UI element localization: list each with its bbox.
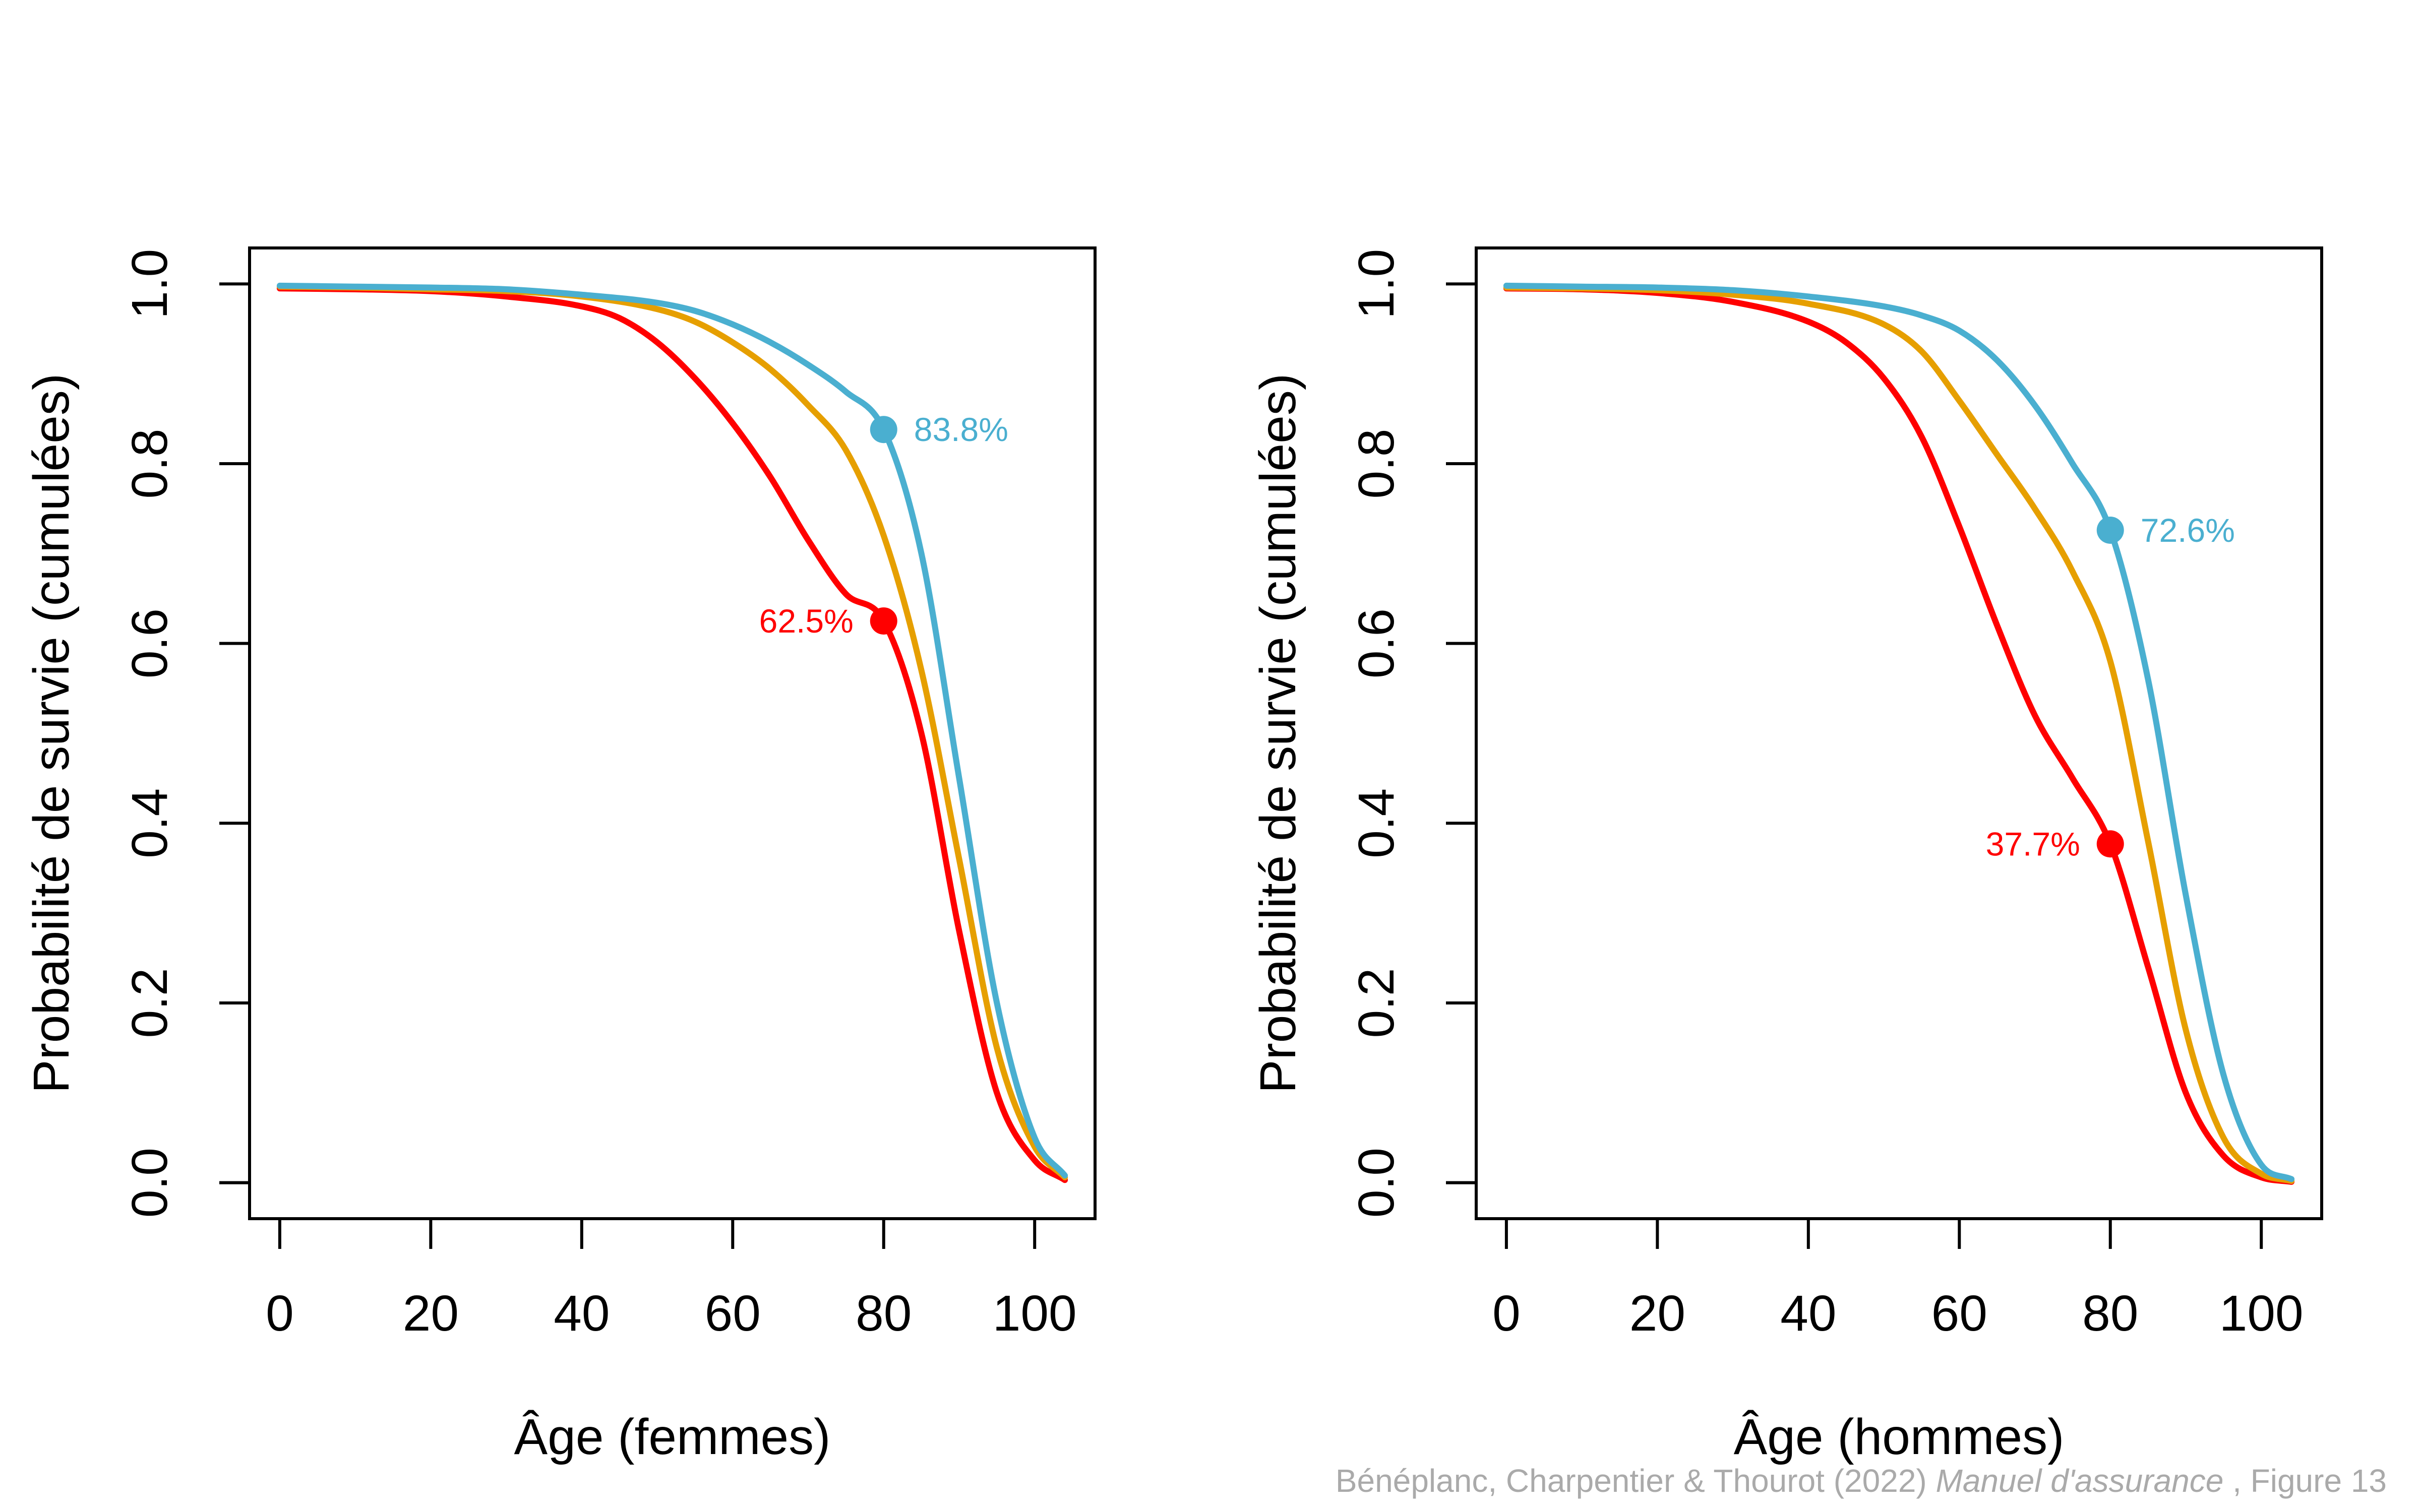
y-tick-label: 0.2 [122,968,178,1038]
x-tick-label: 80 [856,1285,912,1342]
y-tick-label: 0.8 [1348,428,1405,498]
data-point-marker [2096,830,2124,858]
x-tick-label: 0 [266,1285,294,1342]
chart-femmes: 0 20 40 60 80 100 0.0 0.2 0.4 0.6 0.8 1.0 Âge (femme… [23,246,1097,1465]
figure-credit: Bénéplanc, Charpentier & Thourot (2022) … [1336,1465,2387,1497]
x-tick-label: 40 [1780,1285,1836,1342]
data-point-marker [870,607,897,635]
x-axis-title-femmes: Âge (femmes) [514,1409,831,1465]
x-tick-label: 40 [554,1285,610,1342]
credit-figure: , Figure 13 [2232,1463,2387,1499]
x-tick-label: 100 [2219,1285,2304,1342]
credit-authors: Bénéplanc, Charpentier & Thourot (2022) [1335,1463,1927,1499]
series-line-2 [1503,284,2295,1184]
x-tick-label: 0 [1492,1285,1521,1342]
y-tick-label: 0.0 [1348,1148,1405,1218]
data-label: 72.6% [2141,512,2235,549]
y-tick-label: 1.0 [1348,249,1405,319]
y-tick-label: 0.0 [122,1148,178,1218]
chart-hommes: 0 20 40 60 80 100 0.0 0.2 0.4 0.6 0.8 1.0 Âge (homme… [248,246,2323,1465]
data-point-marker [2096,516,2124,544]
x-tick-label: 20 [1629,1285,1685,1342]
y-tick-label: 0.6 [1348,608,1405,678]
series-line-3 [276,282,1068,1179]
y-tick-label: 0.4 [122,788,178,858]
series-line-1 [276,285,1068,1183]
y-tick-label: 1.0 [122,249,178,319]
data-label: 62.5% [759,602,854,640]
y-axis-title: Probabilité de survie (cumulées) [23,373,80,1093]
y-tick-label: 0.6 [122,608,178,678]
x-tick-label: 80 [2082,1285,2138,1342]
series-line-1 [1503,285,2295,1185]
x-tick-label: 20 [403,1285,459,1342]
y-axis-title: Probabilité de survie (cumulées) [1250,373,1306,1093]
plot-frame [248,246,1097,1220]
credit-book: Manuel d'assurance [1935,1463,2224,1499]
data-label: 83.8% [914,411,1008,448]
data-label: 37.7% [1986,825,2080,862]
data-point-marker [870,416,897,444]
y-tick-label: 0.8 [122,428,178,498]
x-tick-label: 100 [993,1285,1077,1342]
x-tick-label: 60 [1931,1285,1987,1342]
y-tick-label: 0.2 [1348,968,1405,1038]
x-tick-label: 60 [705,1285,761,1342]
series-line-3 [1503,282,2295,1182]
x-axis-title-hommes: Âge (hommes) [1734,1409,2065,1465]
y-tick-label: 0.4 [1348,788,1405,858]
